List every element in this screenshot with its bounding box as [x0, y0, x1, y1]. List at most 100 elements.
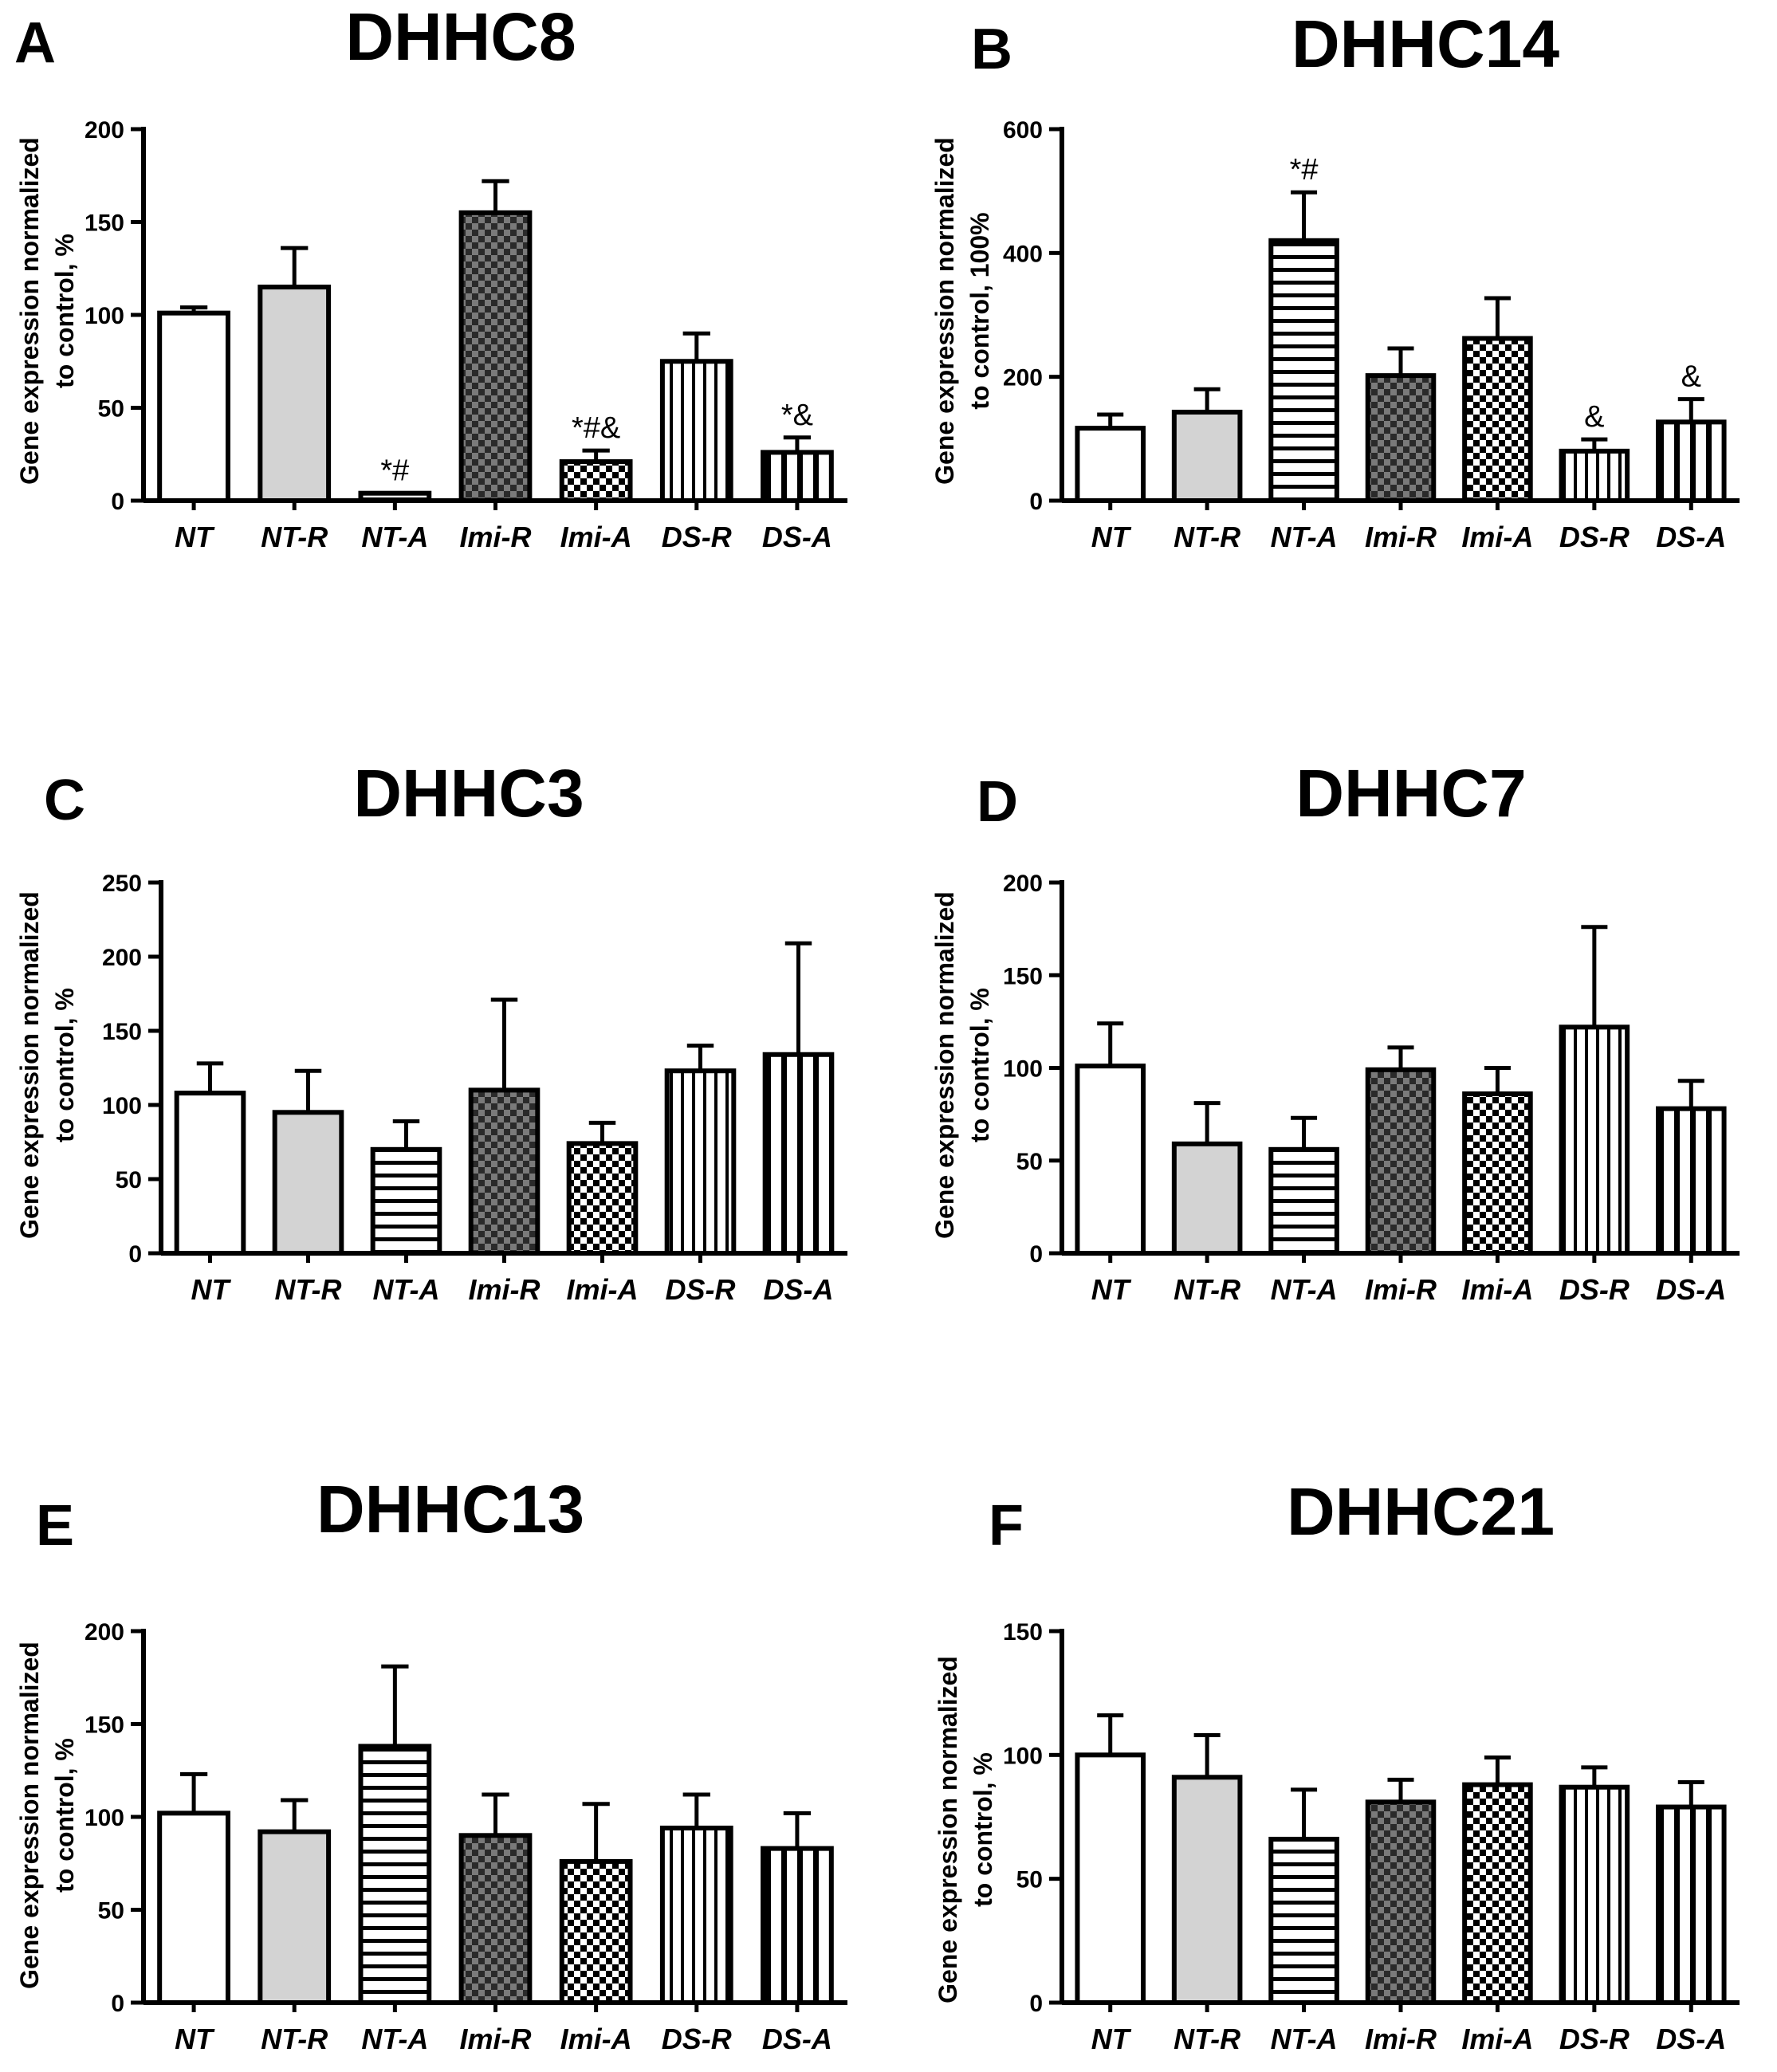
y-axis-label-line-2: to control, %	[50, 988, 79, 1142]
category-label: NT-A	[373, 1273, 440, 1306]
y-tick-label: 150	[85, 1712, 124, 1739]
category-label: DS-R	[666, 1273, 736, 1306]
y-tick-label: 150	[85, 210, 124, 237]
category-label: DS-A	[1656, 2023, 1726, 2055]
bar-nt-a	[1268, 1836, 1339, 2005]
y-tick-label: 0	[1029, 489, 1043, 515]
bar-imi-r	[1365, 1067, 1437, 1256]
category-label: Imi-R	[1365, 1273, 1437, 1306]
bar-imi-r	[458, 1833, 533, 2006]
bar-imi-r	[1365, 1799, 1437, 2006]
y-tick-label: 100	[85, 1805, 124, 1831]
chart-title: DHHC14	[1291, 6, 1559, 81]
category-label: NT	[1091, 1273, 1132, 1306]
bar-imi-r	[468, 1087, 541, 1256]
plot-area: 0 50 100 150 200 NT NT-R NT-A Imi-R Imi-A DS-R DS-A	[85, 1619, 847, 2055]
bar-ds-a	[1656, 1804, 1727, 2005]
category-label: DS-A	[1656, 521, 1726, 553]
category-label: NT-R	[1174, 521, 1240, 553]
significance-annotation: &	[1681, 360, 1701, 394]
category-label: Imi-A	[1461, 521, 1533, 553]
y-tick-label: 50	[98, 396, 124, 423]
y-tick-label: 200	[1003, 365, 1043, 391]
bar-ds-a	[761, 450, 834, 503]
category-label: DS-R	[662, 521, 732, 553]
category-label: Imi-R	[1365, 521, 1437, 553]
panel-e: E DHHC13 Gene expression normalized to c…	[15, 1472, 847, 2055]
category-label: Imi-A	[560, 521, 632, 553]
category-label: NT	[175, 2023, 215, 2055]
chart-title: DHHC3	[353, 756, 584, 831]
category-label: DS-R	[1559, 2023, 1630, 2055]
category-label: Imi-A	[1461, 2023, 1533, 2055]
y-tick-label: 0	[111, 489, 124, 515]
bar-nt-r	[258, 1829, 332, 2005]
category-label: NT-A	[1271, 521, 1338, 553]
y-tick-label: 0	[128, 1241, 142, 1268]
category-label: NT-A	[361, 521, 428, 553]
panel-d: D DHHC7 Gene expression normalized to co…	[930, 756, 1740, 1306]
y-axis-label-line-2: to control, %	[969, 1752, 997, 1907]
panel-letter: B	[971, 18, 1012, 81]
significance-annotation: *#	[1290, 153, 1319, 187]
panel-c: C DHHC3 Gene expression normalized to co…	[15, 756, 847, 1306]
y-tick-label: 50	[1016, 1149, 1043, 1175]
y-tick-label: 250	[102, 871, 142, 897]
y-tick-label: 100	[1003, 1056, 1043, 1083]
y-tick-label: 200	[102, 945, 142, 971]
panel-letter: A	[14, 11, 56, 75]
category-label: NT-R	[1174, 2023, 1240, 2055]
bar-nt-a	[358, 1744, 432, 2005]
panel-letter: D	[977, 770, 1018, 834]
bar-nt-a	[370, 1146, 442, 1256]
significance-annotation: &	[1584, 400, 1604, 434]
bar-ds-a	[761, 1846, 834, 2006]
significance-annotation: *&	[781, 399, 813, 432]
plot-area: 0 200 400 600 NT NT-R NT-A *# Imi-R Imi-A DS-R & DS-…	[1003, 117, 1740, 553]
panel-letter: C	[44, 769, 85, 832]
y-tick-label: 200	[85, 117, 124, 144]
category-label: DS-A	[762, 521, 832, 553]
bar-nt-a	[358, 490, 432, 503]
bar-imi-a	[1462, 1091, 1533, 1256]
category-label: Imi-R	[469, 1273, 541, 1306]
category-label: Imi-R	[460, 521, 532, 553]
bar-ds-r	[1559, 1024, 1630, 1256]
bar-nt	[174, 1091, 246, 1256]
category-label: DS-R	[1559, 521, 1630, 553]
panel-letter: E	[36, 1494, 74, 1558]
y-tick-label: 0	[1029, 1241, 1043, 1268]
category-label: NT	[191, 1273, 232, 1306]
category-label: Imi-R	[1365, 2023, 1437, 2055]
bar-imi-r	[458, 210, 533, 503]
category-label: DS-A	[764, 1273, 834, 1306]
chart-title: DHHC13	[316, 1472, 584, 1547]
plot-area: 0 50 100 150 200 250 NT NT-R NT-A Imi-R Imi-A DS-R D…	[102, 871, 847, 1306]
category-label: NT-R	[1174, 1273, 1240, 1306]
bar-nt	[1075, 426, 1146, 504]
chart-title: DHHC21	[1287, 1474, 1555, 1549]
y-axis-label-line-1: Gene expression normalized	[934, 1656, 962, 2003]
chart-title: DHHC7	[1295, 756, 1526, 831]
plot-area: 0 50 100 150 200 NT NT-R NT-A Imi-R Imi-A DS-R DS-A	[1003, 871, 1740, 1306]
y-axis-label-line-1: Gene expression normalized	[15, 1641, 44, 1989]
chart-title: DHHC8	[345, 0, 576, 74]
y-axis-label-line-1: Gene expression normalized	[930, 137, 959, 485]
bar-imi-r	[1365, 373, 1437, 504]
bar-nt-a	[1268, 238, 1339, 503]
category-label: Imi-A	[560, 2023, 632, 2055]
bar-imi-a	[559, 459, 633, 504]
category-label: NT	[1091, 521, 1132, 553]
category-label: NT-R	[261, 521, 328, 553]
y-tick-label: 100	[1003, 1743, 1043, 1769]
bar-imi-a	[1462, 1782, 1533, 2005]
y-tick-label: 400	[1003, 241, 1043, 267]
category-label: NT-R	[261, 2023, 328, 2055]
bar-ds-r	[659, 1825, 733, 2005]
y-tick-label: 50	[98, 1898, 124, 1925]
category-label: NT-A	[1271, 2023, 1338, 2055]
bar-nt	[1075, 1752, 1146, 2005]
bar-nt	[1075, 1064, 1146, 1256]
panel-letter: F	[989, 1494, 1024, 1558]
